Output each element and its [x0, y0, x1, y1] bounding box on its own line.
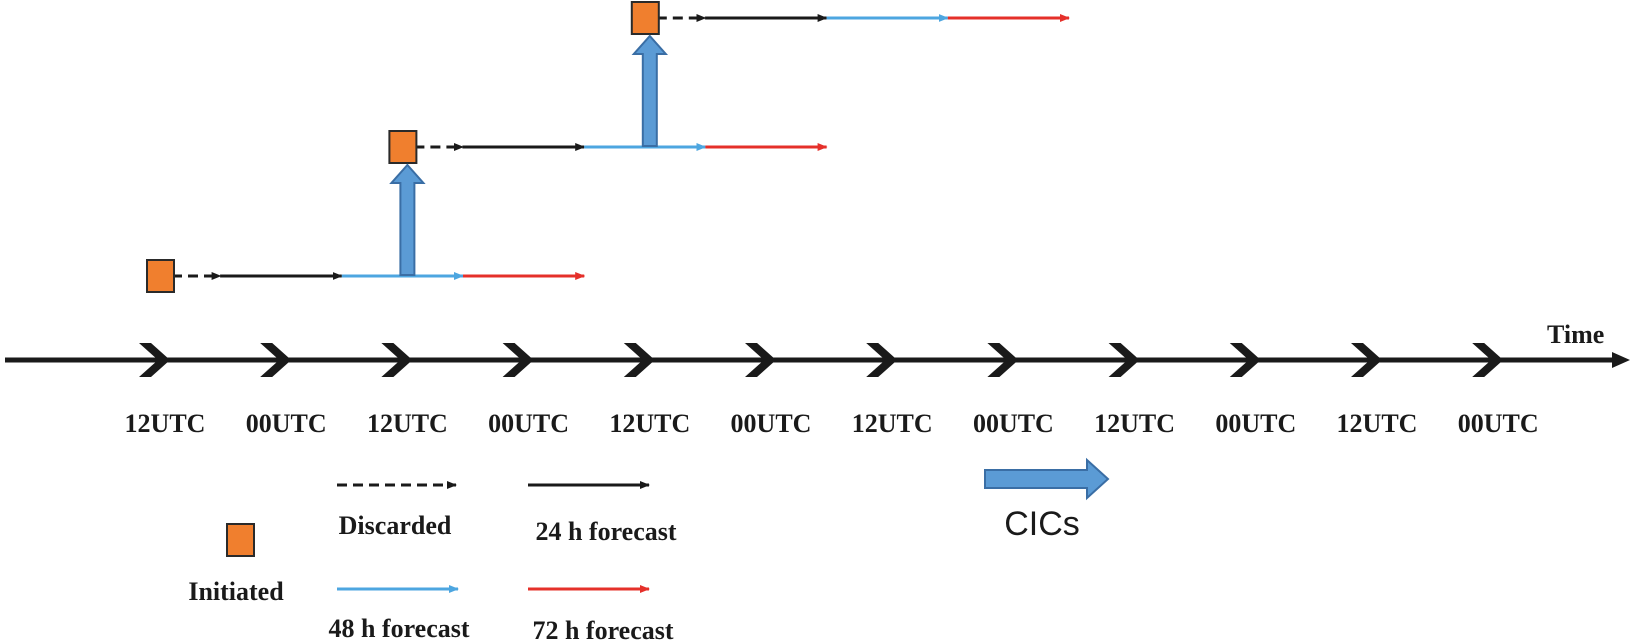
tick-chevron [1108, 343, 1140, 377]
cics-arrow [389, 163, 426, 276]
time-axis-arrowhead [1612, 352, 1630, 368]
legend: Initiated Discarded 24 h forecast 48 h f… [188, 457, 1110, 643]
tick-labels: 12UTC 00UTC 12UTC 00UTC 12UTC 00UTC 12UTC 00UTC… [125, 409, 1539, 438]
tick-label: 00UTC [973, 409, 1054, 438]
legend-24h-label: 24 h forecast [535, 517, 676, 546]
cics-arrow [631, 34, 669, 147]
tick-label: 12UTC [1337, 409, 1418, 438]
legend-48h-label: 48 h forecast [328, 614, 469, 643]
tick-chevron [623, 343, 655, 377]
tick-chevron [260, 343, 292, 377]
tick-chevron [1229, 343, 1261, 377]
legend-discarded-label: Discarded [339, 511, 452, 540]
time-axis-title: Time [1547, 320, 1604, 349]
tick-chevrons [139, 343, 1504, 377]
legend-cics-arrow [984, 457, 1110, 501]
tick-label: 00UTC [1215, 409, 1296, 438]
legend-cics-label: CICs [1004, 505, 1080, 543]
tick-label: 00UTC [488, 409, 569, 438]
forecast-cycles [146, 1, 1070, 293]
tick-label: 12UTC [367, 409, 448, 438]
tick-chevron [502, 343, 534, 377]
tick-label: 12UTC [125, 409, 206, 438]
tick-chevron [139, 343, 170, 377]
forecast-cycle [630, 1, 1070, 35]
cics-transfer-arrows [389, 34, 669, 276]
initiated-marker [630, 1, 660, 35]
forecast-cycle [146, 259, 586, 293]
legend-initiated-label: Initiated [188, 577, 284, 606]
initiated-marker [388, 130, 418, 164]
tick-chevron [1351, 343, 1382, 377]
tick-chevron [866, 343, 898, 377]
legend-72h-label: 72 h forecast [532, 616, 673, 643]
tick-chevron [1472, 343, 1504, 377]
tick-label: 00UTC [246, 409, 327, 438]
tick-label: 00UTC [1458, 409, 1539, 438]
time-axis: Time 12UTC 00UTC 12UTC 00UTC 12UTC 00UTC 12UTC… [5, 320, 1630, 438]
tick-label: 00UTC [731, 409, 812, 438]
tick-label: 12UTC [852, 409, 933, 438]
tick-chevron [381, 343, 413, 377]
tick-chevron [987, 343, 1019, 377]
forecast-cycle [388, 130, 828, 164]
initiated-marker [146, 259, 175, 293]
legend-initiated-marker [226, 523, 255, 557]
tick-label: 12UTC [609, 409, 690, 438]
tick-label: 12UTC [1094, 409, 1175, 438]
tick-chevron [745, 343, 776, 377]
